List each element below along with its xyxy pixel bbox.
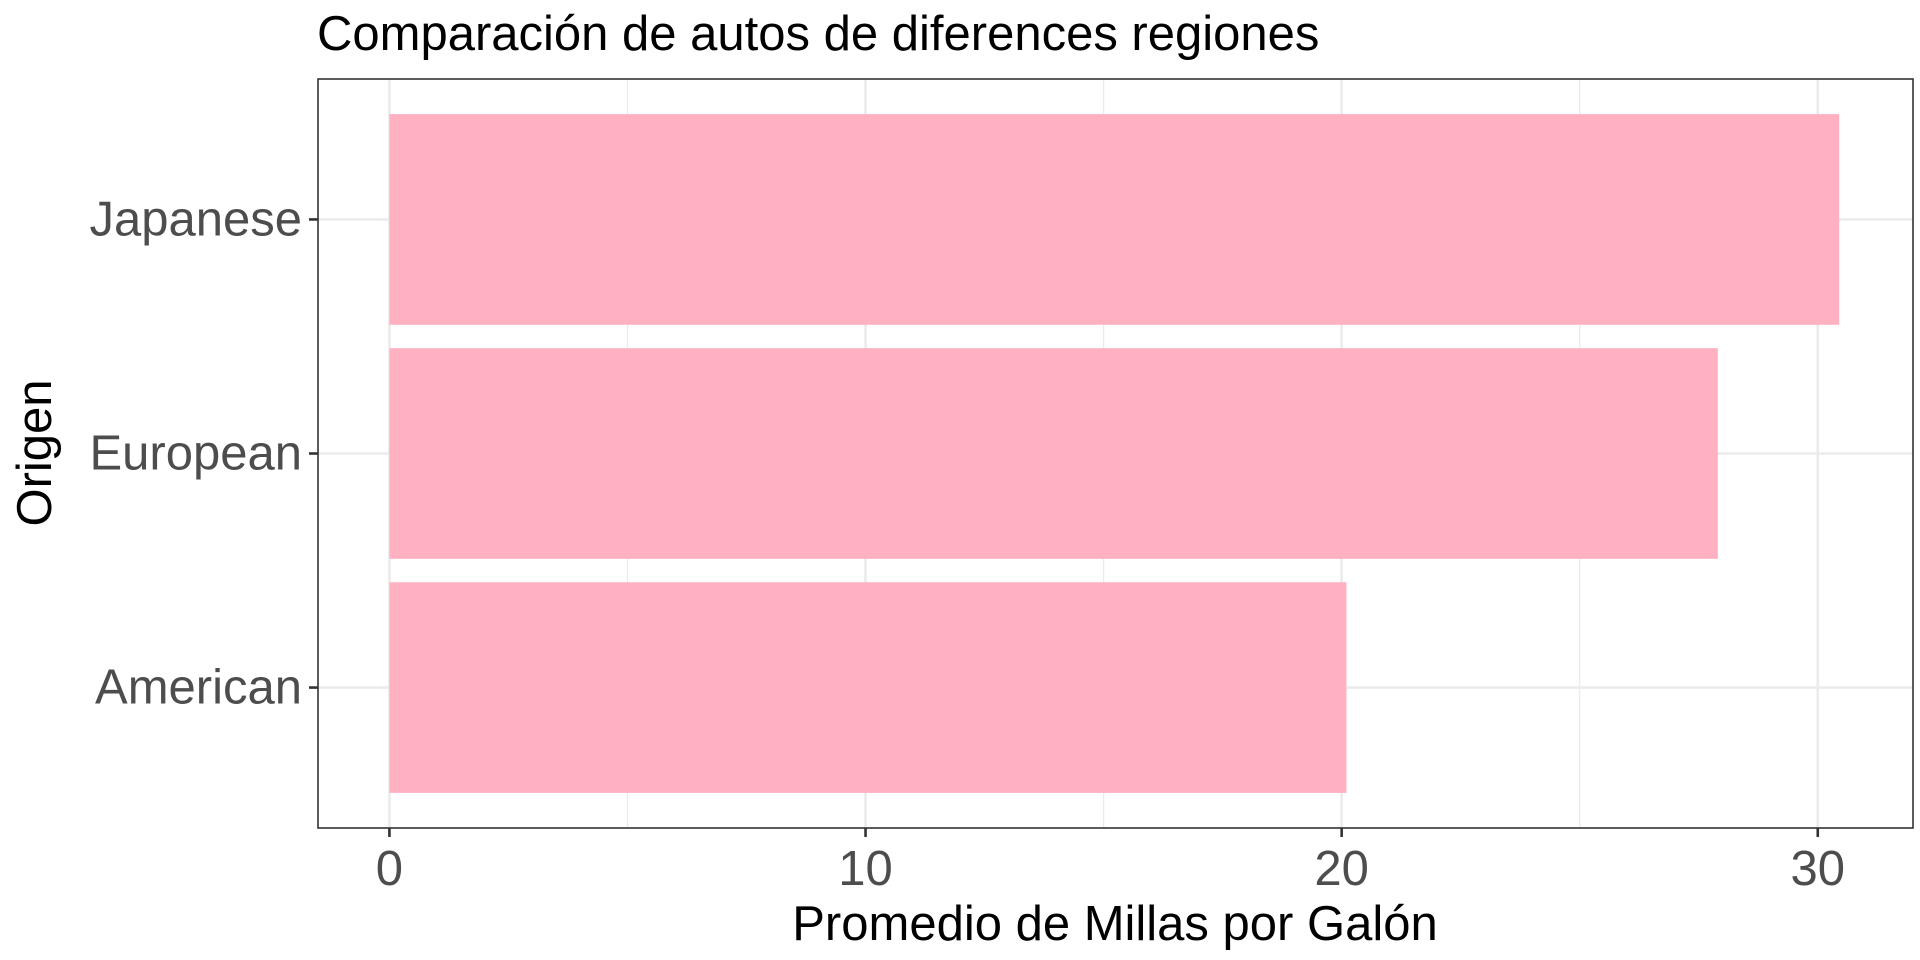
y-tick-label: American [95, 661, 302, 715]
x-tick-label: 0 [376, 842, 403, 896]
x-tick-label: 30 [1791, 842, 1846, 896]
y-axis-title: Origen [8, 379, 62, 526]
bar-european [389, 348, 1718, 559]
x-tick-label: 10 [838, 842, 893, 896]
bar-american [389, 582, 1347, 793]
x-axis: 0 10 20 30 [376, 828, 1845, 896]
y-tick-label: Japanese [89, 192, 302, 246]
y-axis: American European Japanese [89, 192, 318, 715]
chart-title: Comparación de autos de diferences regio… [317, 7, 1319, 61]
x-axis-title: Promedio de Millas por Galón [792, 897, 1437, 951]
y-tick-label: European [89, 427, 302, 481]
bars [389, 114, 1840, 793]
x-tick-label: 20 [1314, 842, 1369, 896]
bar-japanese [389, 114, 1840, 325]
